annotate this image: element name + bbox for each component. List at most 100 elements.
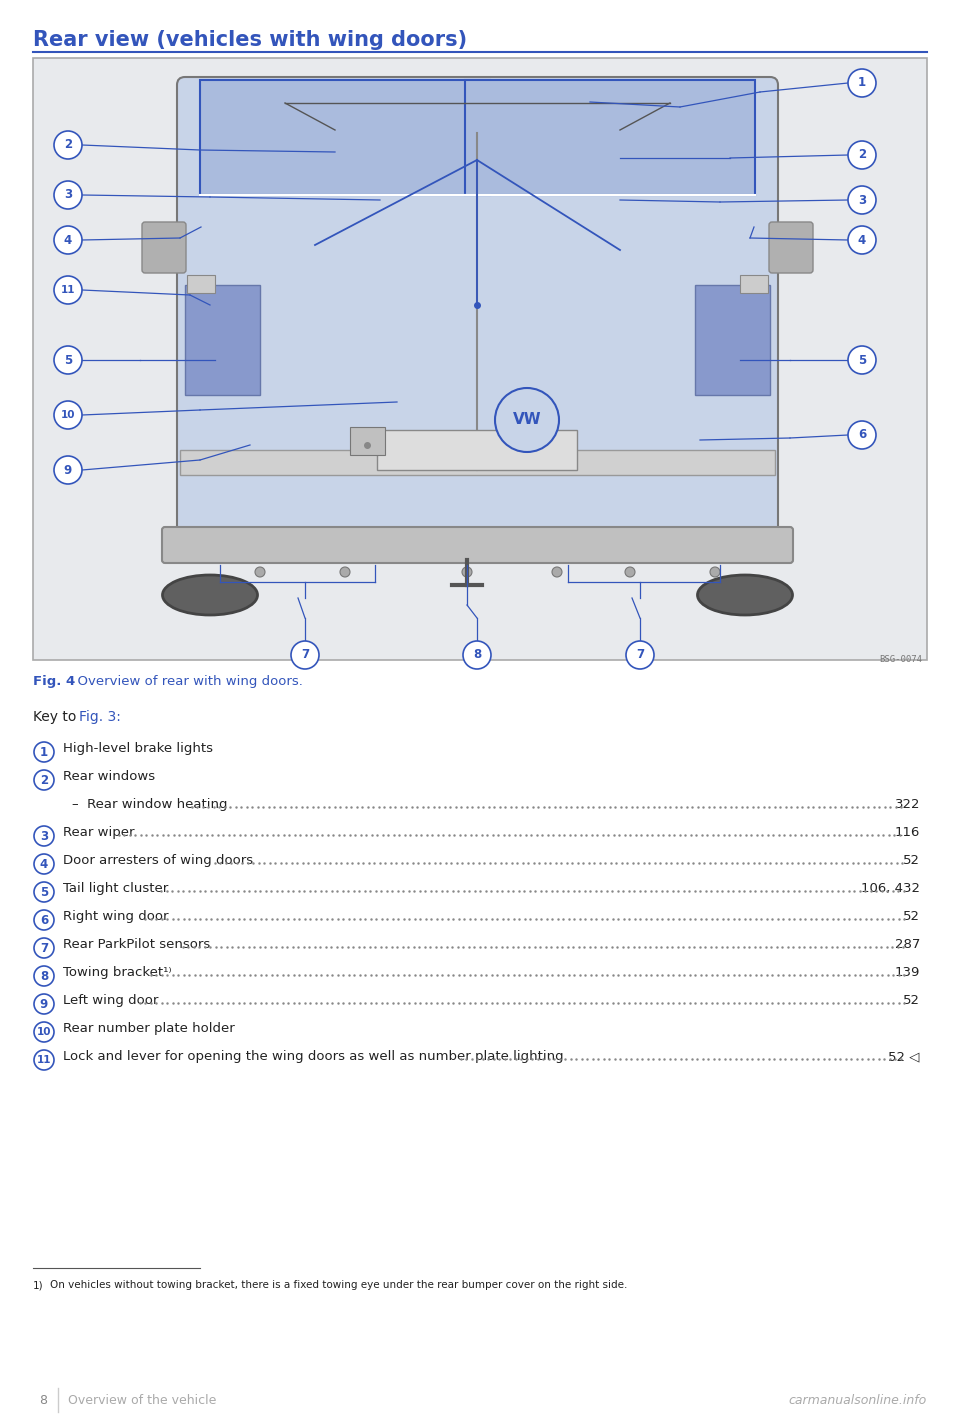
FancyBboxPatch shape [162,527,793,563]
Bar [255,96,700,110]
Bar [33,59,927,660]
Circle shape [34,910,54,930]
Circle shape [848,141,876,169]
Circle shape [848,346,876,374]
Text: High-level brake lights: High-level brake lights [63,743,213,755]
Text: Rear view (vehicles with wing doors): Rear view (vehicles with wing doors) [33,30,468,50]
Text: 6: 6 [40,914,48,927]
Text: 3: 3 [858,194,866,207]
Circle shape [848,186,876,214]
Text: 1): 1) [33,1279,43,1289]
Text: 52: 52 [903,910,920,922]
Circle shape [291,641,319,668]
Text: 10: 10 [60,410,75,420]
Bar [695,286,770,396]
Circle shape [552,567,562,577]
Text: –  Rear window heating: – Rear window heating [72,798,228,811]
Text: 52 ◁: 52 ◁ [889,1050,920,1062]
Text: 8: 8 [473,648,481,661]
Circle shape [255,567,265,577]
Circle shape [462,567,472,577]
Circle shape [34,883,54,902]
Circle shape [34,743,54,763]
Circle shape [54,456,82,484]
Circle shape [54,276,82,304]
Text: Fig. 4: Fig. 4 [33,675,75,688]
Text: 4: 4 [64,234,72,247]
Text: Left wing door: Left wing door [63,994,158,1007]
Circle shape [34,1022,54,1042]
Text: 7: 7 [300,648,309,661]
Text: Lock and lever for opening the wing doors as well as number plate lighting: Lock and lever for opening the wing door… [63,1050,564,1062]
Text: 287: 287 [895,938,920,951]
Bar [350,427,385,456]
Circle shape [34,965,54,985]
Text: Overview of the vehicle: Overview of the vehicle [68,1394,216,1407]
Bar [740,276,768,293]
Bar [187,276,215,293]
Text: Rear windows: Rear windows [63,770,156,783]
Ellipse shape [162,575,257,615]
Text: 4: 4 [40,857,48,871]
Bar [465,80,755,196]
Text: 11: 11 [36,1055,51,1065]
Text: 139: 139 [895,965,920,980]
Circle shape [463,641,491,668]
Circle shape [710,567,720,577]
Text: 2: 2 [858,149,866,161]
Text: Rear ParkPilot sensors: Rear ParkPilot sensors [63,938,210,951]
Text: Right wing door: Right wing door [63,910,169,922]
Circle shape [34,770,54,790]
Text: 7: 7 [40,941,48,954]
Text: Rear wiper: Rear wiper [63,825,134,840]
Text: 8: 8 [40,970,48,982]
Circle shape [34,1050,54,1070]
Text: Fig. 3:: Fig. 3: [79,710,121,724]
Circle shape [54,346,82,374]
Text: 116: 116 [895,825,920,840]
Text: Overview of rear with wing doors.: Overview of rear with wing doors. [69,675,302,688]
Text: 2: 2 [40,774,48,787]
Circle shape [34,938,54,958]
Circle shape [848,69,876,97]
Text: Door arresters of wing doors: Door arresters of wing doors [63,854,253,867]
Text: 8: 8 [39,1394,47,1407]
Text: BSG-0074: BSG-0074 [879,655,922,664]
Text: 6: 6 [858,428,866,441]
Circle shape [626,641,654,668]
Circle shape [54,401,82,428]
Text: 3: 3 [40,830,48,843]
Text: 52: 52 [903,994,920,1007]
Bar [185,286,260,396]
Circle shape [34,825,54,845]
Text: 322: 322 [895,798,920,811]
FancyBboxPatch shape [142,221,186,273]
Circle shape [848,421,876,448]
Text: 5: 5 [64,354,72,367]
Text: 9: 9 [40,998,48,1011]
Bar [377,430,577,470]
Text: Key to: Key to [33,710,81,724]
Ellipse shape [698,575,793,615]
Circle shape [34,994,54,1014]
Text: 9: 9 [64,464,72,477]
Text: 11: 11 [60,286,75,296]
Text: 1: 1 [858,77,866,90]
Text: 7: 7 [636,648,644,661]
Text: 3: 3 [64,188,72,201]
Text: Towing bracket¹⁾: Towing bracket¹⁾ [63,965,172,980]
Circle shape [54,226,82,254]
Text: 10: 10 [36,1027,51,1037]
Text: On vehicles without towing bracket, there is a fixed towing eye under the rear b: On vehicles without towing bracket, ther… [50,1279,628,1289]
Text: VW: VW [513,413,541,427]
Text: 4: 4 [858,234,866,247]
Circle shape [625,567,635,577]
Circle shape [54,131,82,159]
Text: 52: 52 [903,854,920,867]
Circle shape [340,567,350,577]
Text: carmanualsonline.info: carmanualsonline.info [789,1394,927,1407]
Text: 2: 2 [64,139,72,151]
FancyBboxPatch shape [769,221,813,273]
FancyBboxPatch shape [177,77,778,543]
Text: 106, 432: 106, 432 [861,883,920,895]
